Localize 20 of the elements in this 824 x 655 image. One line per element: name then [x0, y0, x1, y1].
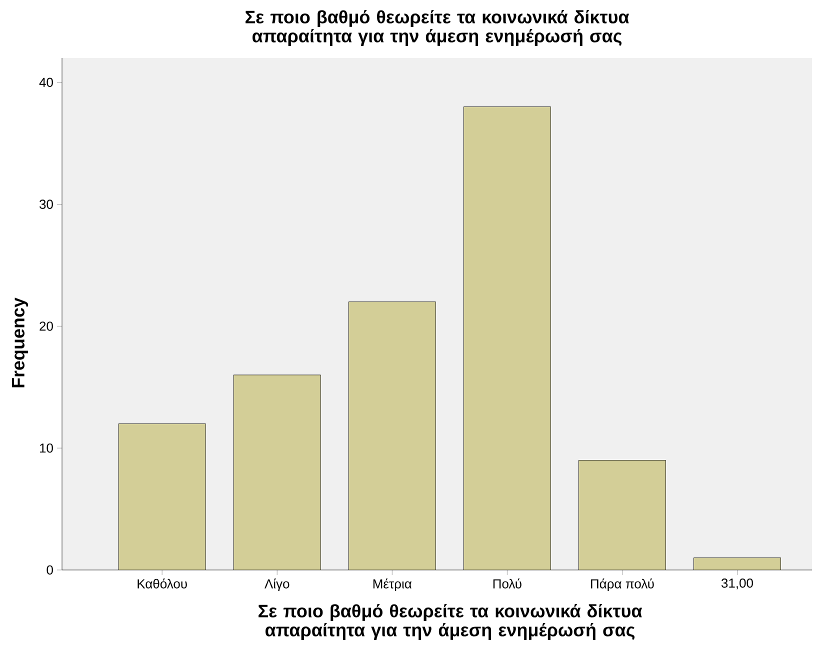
x-tick-label: Καθόλου: [138, 578, 187, 588]
x-tick-label: 31,00: [721, 578, 753, 590]
x-tick-label: Λίγο: [264, 578, 290, 592]
bar: [118, 424, 206, 570]
y-tick-label: 30: [40, 200, 53, 209]
y-tick-label: 0: [46, 565, 53, 575]
x-tick-label: Μέτρια: [373, 578, 412, 592]
bar: [694, 558, 781, 570]
y-tick-label: 20: [40, 322, 53, 331]
y-tick-label: 40: [39, 78, 53, 87]
bar: [234, 374, 321, 570]
chart-title: Σε ποιο βαθμό θεωρείτε τα κοινωνικά δίκτυα απαραίτητα για την άμεση ενημέρωσή σας: [246, 10, 630, 46]
x-tick-label: Πολύ: [493, 578, 522, 588]
bar: [348, 302, 436, 570]
x-tick-label: Πάρα πολύ: [591, 578, 654, 592]
y-tick-label: 10: [40, 443, 53, 453]
y-axis-title: Frequency: [12, 298, 28, 388]
bar: [578, 460, 666, 570]
bar: [464, 106, 551, 570]
x-axis-title: Σε ποιο βαθμό θεωρείτε τα κοινωνικά δίκτυα απαραίτητα για την άμεση ενημέρωσή σας: [258, 604, 642, 640]
